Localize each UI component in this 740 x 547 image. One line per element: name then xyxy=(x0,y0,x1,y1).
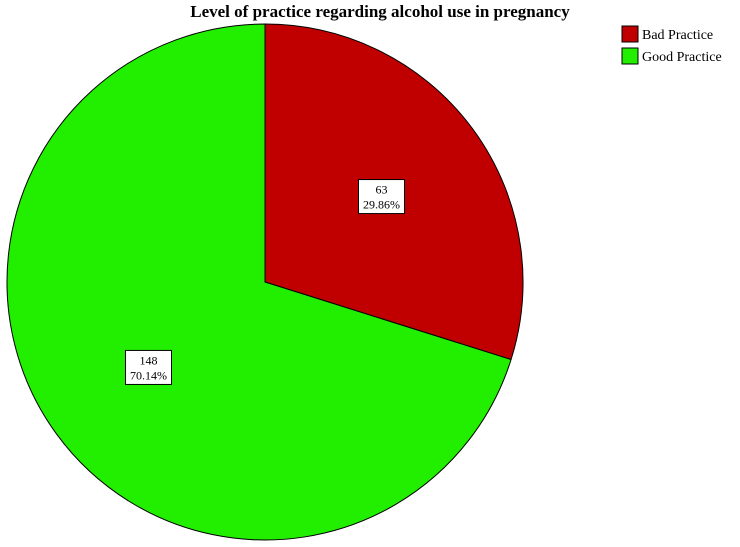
data-label-box xyxy=(358,179,406,215)
legend-item-bad-practice: Bad Practice xyxy=(621,25,713,43)
pie-slices xyxy=(6,23,524,541)
legend-label: Bad Practice xyxy=(642,28,713,43)
data-label-count: 148 xyxy=(139,353,157,367)
data-label-percent: 29.86% xyxy=(363,198,400,212)
legend: Bad Practice Good Practice xyxy=(621,25,722,65)
legend-item-good-practice: Good Practice xyxy=(621,47,722,65)
legend-swatch xyxy=(621,47,639,65)
data-label-box xyxy=(124,349,172,385)
pie-slice-good-practice xyxy=(6,23,512,541)
legend-label: Good Practice xyxy=(642,50,722,65)
legend-swatch xyxy=(621,25,639,43)
chart-title: Level of practice regarding alcohol use … xyxy=(190,2,570,21)
data-label-percent: 70.14% xyxy=(130,368,167,382)
data-label-count: 63 xyxy=(376,183,388,197)
